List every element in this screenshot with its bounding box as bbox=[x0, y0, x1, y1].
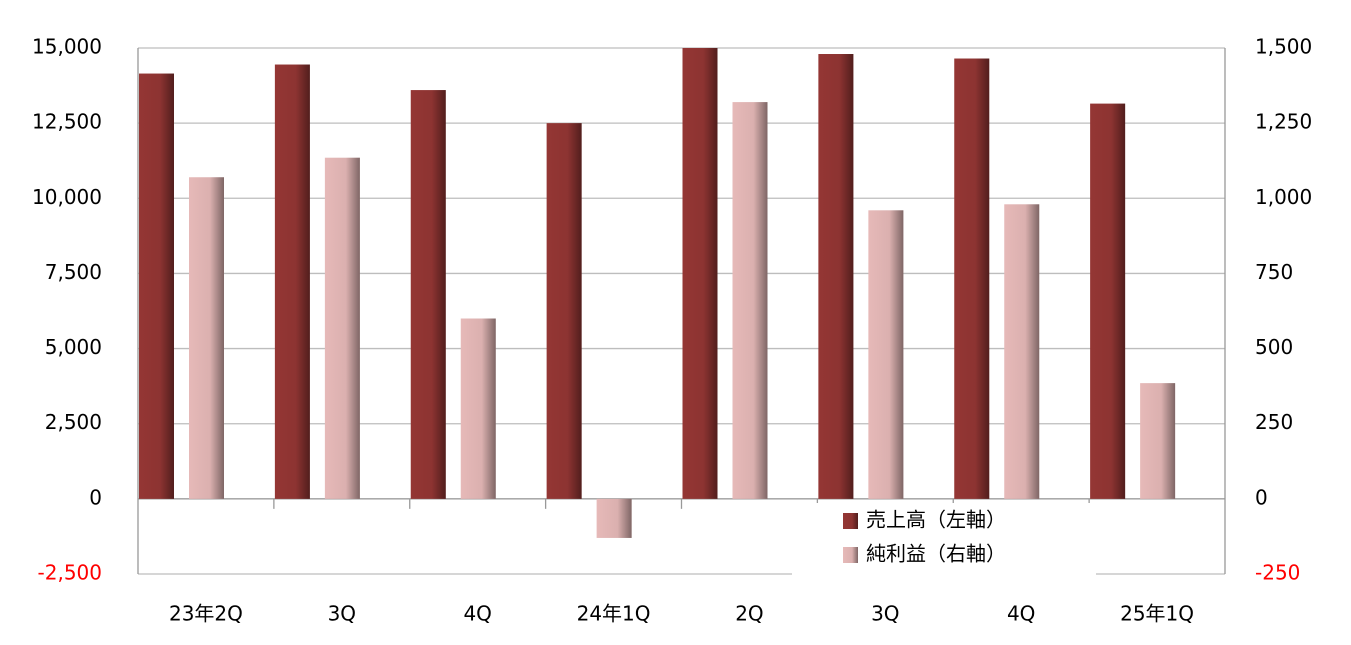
bar-shade bbox=[139, 73, 174, 499]
bar-shade bbox=[732, 102, 768, 499]
x-tick-label: 4Q bbox=[463, 602, 491, 626]
bar-shade bbox=[460, 318, 496, 499]
y-tick-label: 5,000 bbox=[45, 335, 102, 359]
y-tick-label: 0 bbox=[89, 485, 102, 509]
legend-label: 売上高（左軸） bbox=[866, 508, 1006, 532]
x-tick-label: 24年1Q bbox=[577, 602, 651, 626]
y-tick-label: 12,500 bbox=[32, 110, 102, 134]
y-tick-label: 7,500 bbox=[45, 260, 102, 284]
y2-tick-label: 1,000 bbox=[1255, 185, 1312, 209]
bar-shade bbox=[189, 177, 224, 499]
y2-tick-label: 500 bbox=[1255, 335, 1293, 359]
bar-shade bbox=[324, 157, 360, 499]
legend-marker-shade bbox=[843, 547, 858, 563]
y2-tick-label: 750 bbox=[1255, 260, 1293, 284]
y-tick-label: 10,000 bbox=[32, 185, 102, 209]
x-tick-label: 25年1Q bbox=[1120, 602, 1194, 626]
y-tick-label: 15,000 bbox=[32, 35, 102, 59]
legend-label: 純利益（右軸） bbox=[866, 542, 1006, 566]
y2-tick-label: 0 bbox=[1255, 485, 1268, 509]
bar-shade bbox=[274, 64, 310, 499]
bar-shade bbox=[410, 90, 446, 499]
y2-tick-label: 250 bbox=[1255, 410, 1293, 434]
bar-shade bbox=[868, 210, 904, 499]
bar-shade bbox=[818, 54, 854, 499]
y2-tick-label: 1,500 bbox=[1255, 35, 1312, 59]
x-tick-label: 3Q bbox=[328, 602, 356, 626]
y2-tick-label: 1,250 bbox=[1255, 110, 1312, 134]
bar-shade bbox=[954, 58, 990, 499]
x-tick-label: 2Q bbox=[735, 602, 763, 626]
y-tick-label: -2,500 bbox=[38, 561, 102, 585]
x-tick-label: 4Q bbox=[1007, 602, 1035, 626]
bar-shade bbox=[682, 48, 718, 499]
bar-shade bbox=[1140, 383, 1176, 499]
bar-shade bbox=[596, 498, 632, 538]
y2-tick-label: -250 bbox=[1255, 561, 1300, 585]
legend-marker-shade bbox=[843, 513, 858, 529]
legend-box bbox=[792, 503, 1096, 577]
bar-shade bbox=[546, 123, 582, 499]
y-tick-label: 2,500 bbox=[45, 410, 102, 434]
x-tick-label: 23年2Q bbox=[169, 602, 243, 626]
x-tick-label: 3Q bbox=[871, 602, 899, 626]
bar-shade bbox=[1004, 204, 1040, 499]
bar-shade bbox=[1090, 103, 1126, 499]
